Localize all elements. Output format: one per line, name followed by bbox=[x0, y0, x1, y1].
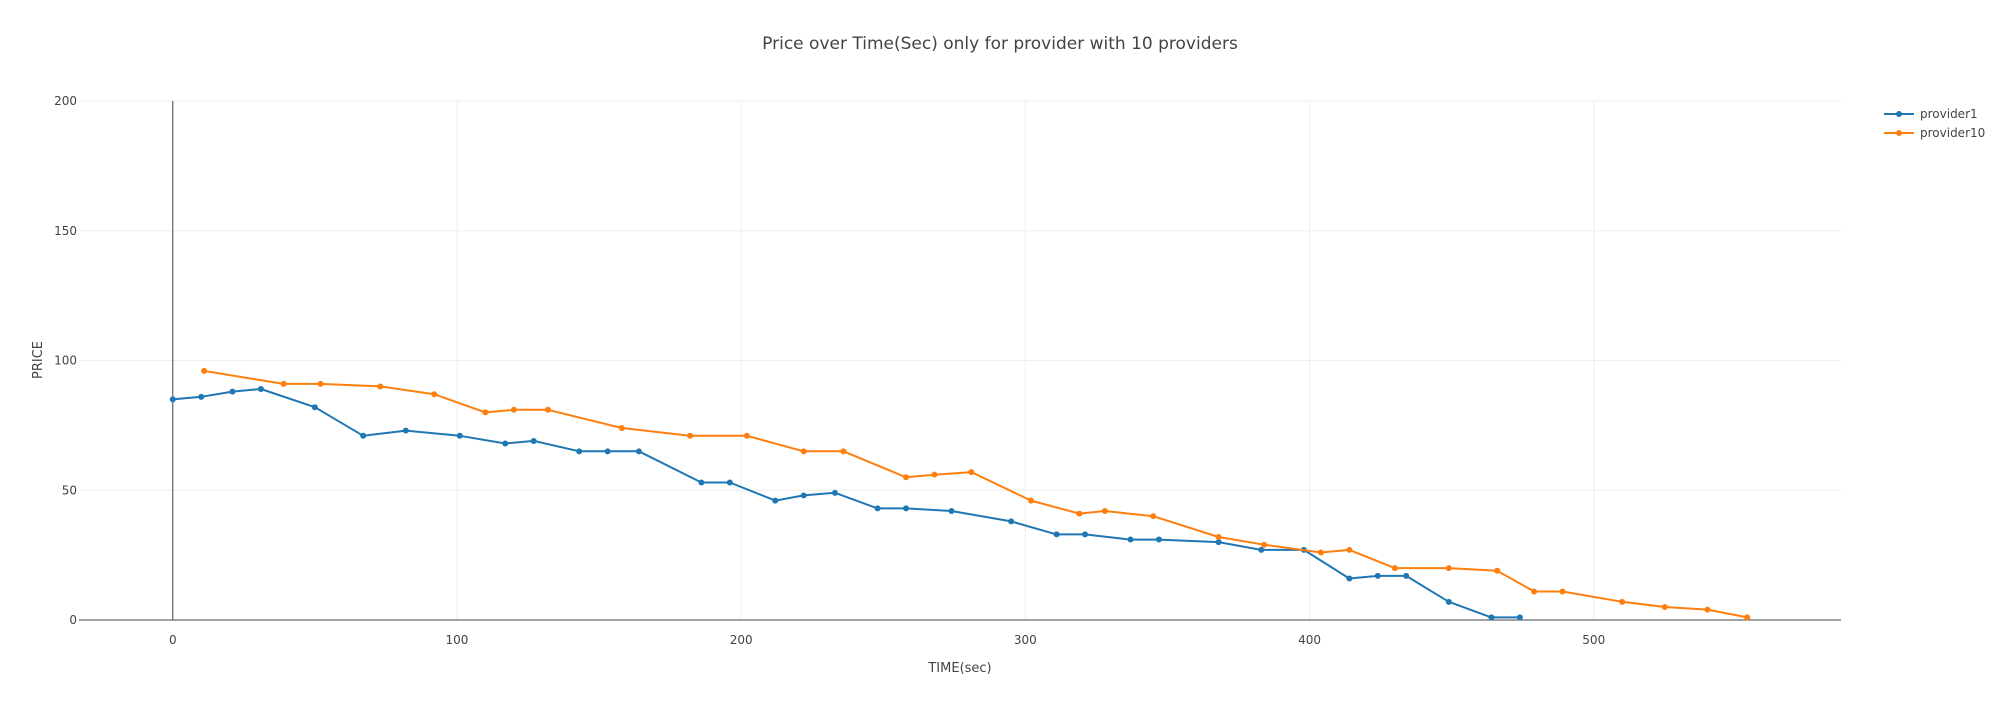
data-point bbox=[968, 469, 975, 476]
data-point bbox=[1008, 518, 1015, 525]
data-point bbox=[1516, 614, 1523, 621]
data-point bbox=[840, 448, 847, 455]
data-point bbox=[1127, 536, 1134, 543]
data-point bbox=[1076, 510, 1083, 517]
data-point bbox=[280, 380, 287, 387]
data-point bbox=[903, 474, 910, 481]
data-point bbox=[377, 383, 384, 390]
data-point bbox=[169, 396, 176, 403]
data-point bbox=[1053, 531, 1060, 538]
grid bbox=[79, 100, 1841, 620]
data-point bbox=[530, 437, 537, 444]
data-point bbox=[1155, 536, 1162, 543]
y-tick-label: 50 bbox=[62, 483, 77, 497]
x-axis-title: TIME(sec) bbox=[927, 661, 991, 676]
data-point bbox=[544, 406, 551, 413]
data-point bbox=[198, 393, 205, 400]
data-point bbox=[1494, 567, 1501, 574]
data-point bbox=[1215, 539, 1222, 546]
series-line bbox=[203, 369, 1748, 619]
legend-label: provider10 bbox=[1920, 126, 1985, 140]
x-tick-label: 500 bbox=[1582, 633, 1605, 647]
data-point bbox=[1445, 598, 1452, 605]
data-point bbox=[1704, 606, 1711, 613]
series-provider1 bbox=[169, 386, 1523, 621]
data-point bbox=[360, 432, 367, 439]
data-point bbox=[772, 497, 779, 504]
data-point bbox=[1374, 572, 1381, 579]
data-point bbox=[1317, 549, 1324, 556]
data-point bbox=[948, 508, 955, 515]
x-tick-label: 400 bbox=[1298, 633, 1321, 647]
data-point bbox=[402, 427, 409, 434]
data-point bbox=[1258, 546, 1265, 553]
data-point bbox=[635, 448, 642, 455]
data-point bbox=[482, 409, 489, 416]
data-point bbox=[931, 471, 938, 478]
data-point bbox=[1559, 588, 1566, 595]
legend-swatch-marker bbox=[1896, 111, 1902, 117]
series-provider10 bbox=[201, 367, 1751, 621]
data-point bbox=[743, 432, 750, 439]
y-tick-label: 150 bbox=[54, 224, 77, 238]
data-point bbox=[618, 424, 625, 431]
series-line bbox=[172, 388, 1520, 619]
data-point bbox=[201, 367, 208, 374]
data-point bbox=[1744, 614, 1751, 621]
data-point bbox=[1101, 508, 1108, 515]
data-point bbox=[800, 492, 807, 499]
data-point bbox=[1445, 565, 1452, 572]
x-tick-label: 300 bbox=[1014, 633, 1037, 647]
data-point bbox=[257, 386, 264, 393]
legend: provider1 provider10 bbox=[1884, 107, 1985, 140]
legend-item-provider10: provider10 bbox=[1884, 126, 1985, 140]
data-point bbox=[311, 404, 318, 411]
x-tick-label: 100 bbox=[446, 633, 469, 647]
series-layer bbox=[169, 367, 1751, 621]
data-point bbox=[1028, 497, 1035, 504]
data-point bbox=[1082, 531, 1089, 538]
axes: 0 100 200 300 400 500 0 50 100 150 200 bbox=[54, 94, 1841, 647]
data-point bbox=[576, 448, 583, 455]
data-point bbox=[456, 432, 463, 439]
data-point bbox=[687, 432, 694, 439]
legend-label: provider1 bbox=[1920, 107, 1978, 121]
data-point bbox=[698, 479, 705, 486]
data-point bbox=[1346, 575, 1353, 582]
data-point bbox=[1531, 588, 1538, 595]
data-point bbox=[510, 406, 517, 413]
data-point bbox=[1391, 565, 1398, 572]
x-tick-label: 200 bbox=[730, 633, 753, 647]
data-point bbox=[726, 479, 733, 486]
chart-title: Price over Time(Sec) only for provider w… bbox=[762, 34, 1238, 54]
data-point bbox=[1661, 604, 1668, 611]
data-point bbox=[1261, 541, 1268, 548]
data-point bbox=[1215, 533, 1222, 540]
data-point bbox=[604, 448, 611, 455]
data-point bbox=[502, 440, 509, 447]
y-tick-label: 0 bbox=[69, 613, 77, 627]
y-tick-label: 200 bbox=[54, 94, 77, 108]
legend-swatch-marker bbox=[1896, 130, 1902, 136]
y-axis-title: PRICE bbox=[31, 341, 46, 379]
data-point bbox=[1488, 614, 1495, 621]
legend-item-provider1: provider1 bbox=[1884, 107, 1978, 121]
data-point bbox=[874, 505, 881, 512]
x-tick-label: 0 bbox=[169, 633, 177, 647]
data-point bbox=[903, 505, 910, 512]
data-point bbox=[229, 388, 236, 395]
data-point bbox=[1150, 513, 1157, 520]
data-point bbox=[317, 380, 324, 387]
data-point bbox=[1619, 598, 1626, 605]
data-point bbox=[800, 448, 807, 455]
data-point bbox=[831, 489, 838, 496]
y-tick-label: 100 bbox=[54, 354, 77, 368]
data-point bbox=[431, 391, 438, 398]
data-point bbox=[1403, 572, 1410, 579]
data-point bbox=[1346, 546, 1353, 553]
